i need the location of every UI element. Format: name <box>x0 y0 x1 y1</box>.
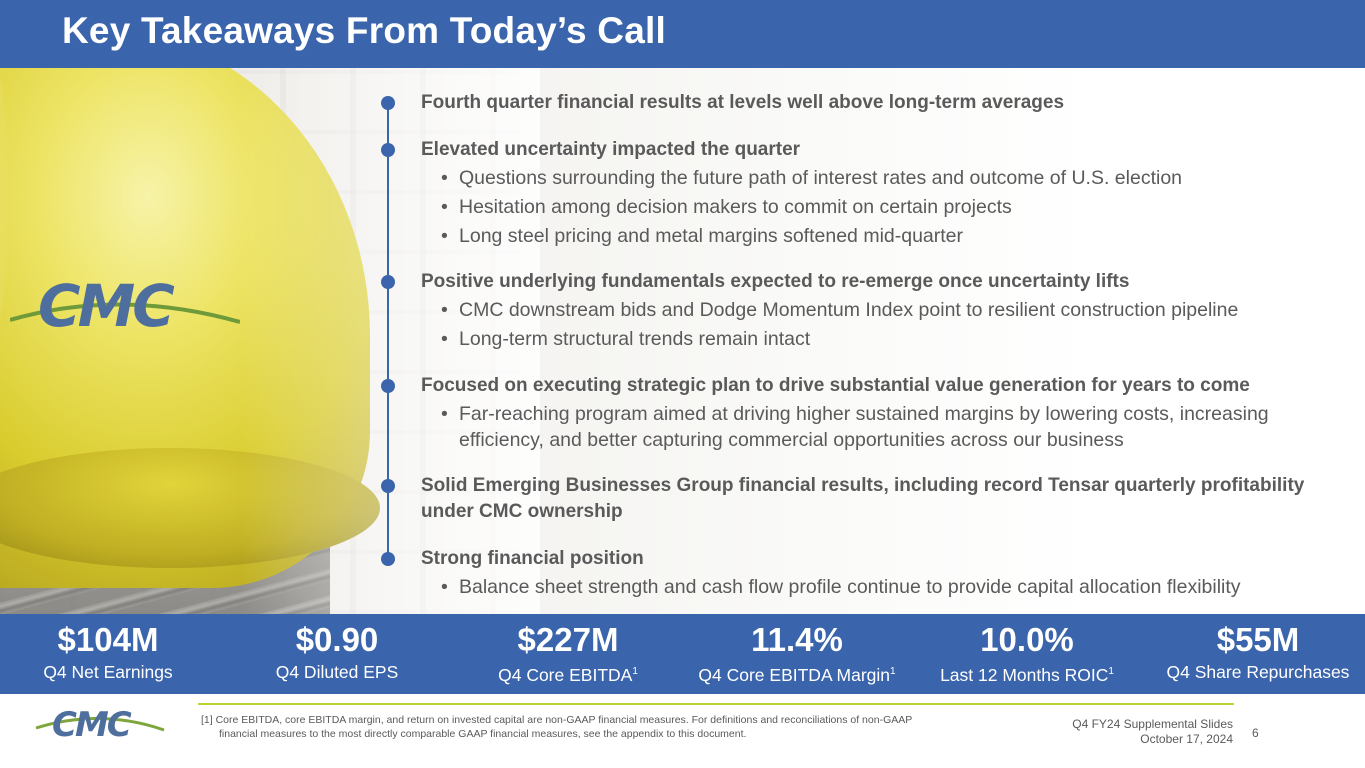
takeaway-heading: Positive underlying fundamentals expecte… <box>421 271 1130 292</box>
svg-text:CMC: CMC <box>52 705 132 742</box>
takeaway-sub-bullet: • Long steel pricing and metal margins so… <box>441 225 964 247</box>
metric-value: $55M <box>1216 621 1300 658</box>
timeline-dot <box>381 552 395 566</box>
takeaway-sub-bullet: • Balance sheet strength and cash flow pr… <box>441 576 1241 598</box>
deck-name: Q4 FY24 Supplemental Slides <box>1072 717 1233 731</box>
cmc-logo: CMC <box>35 705 165 742</box>
metric-label: Q4 Net Earnings <box>43 662 173 682</box>
takeaway-sub-bullet: • CMC downstream bids and Dodge Momentum … <box>441 299 1239 321</box>
metric-diluted-eps: $0.90 Q4 Diluted EPS <box>222 620 452 684</box>
footnote-line: [1] Core EBITDA, core EBITDA margin, and… <box>201 714 913 726</box>
takeaway-sub-bullet: • Questions surrounding the future path o… <box>441 167 1183 189</box>
cmc-logo-on-hat: CMC <box>10 272 240 340</box>
metric-value: $104M <box>57 621 159 658</box>
hero-fade-overlay <box>240 68 540 614</box>
footnote-marker: 1 <box>632 666 638 677</box>
timeline-dot <box>381 379 395 393</box>
metric-core-ebitda-margin: 11.4% Q4 Core EBITDA Margin1 <box>682 620 912 687</box>
timeline-dot <box>381 275 395 289</box>
metric-roic: 10.0% Last 12 Months ROIC1 <box>912 620 1142 687</box>
svg-text:CMC: CMC <box>38 272 174 340</box>
takeaway-heading: Elevated uncertainty impacted the quarte… <box>421 139 801 160</box>
takeaway-heading: Fourth quarter financial results at leve… <box>421 92 1065 113</box>
metric-core-ebitda: $227M Q4 Core EBITDA1 <box>453 620 683 687</box>
timeline-dot <box>381 96 395 110</box>
metric-label: Last 12 Months ROIC1 <box>940 664 1114 685</box>
metric-value: 11.4% <box>751 621 843 658</box>
deck-date: October 17, 2024 <box>1140 732 1233 746</box>
page-number: 6 <box>1252 726 1259 740</box>
slide-title: Key Takeaways From Today’s Call <box>62 10 666 51</box>
metric-label: Q4 Diluted EPS <box>275 662 399 682</box>
timeline-line <box>387 104 389 560</box>
title-bar: Key Takeaways From Today’s Call <box>0 0 1365 68</box>
metric-value: $227M <box>517 621 619 658</box>
metric-label: Q4 Share Repurchases <box>1166 662 1350 682</box>
metric-label: Q4 Core EBITDA1 <box>498 664 638 685</box>
footer-divider <box>198 703 1234 705</box>
footnote-marker: 1 <box>1108 666 1114 677</box>
key-metrics-bar <box>0 614 1365 694</box>
footnote: [1] Core EBITDA, core EBITDA margin, and… <box>201 713 981 741</box>
timeline-dot <box>381 143 395 157</box>
takeaway-heading: Solid Emerging Businesses Group financia… <box>421 475 1305 496</box>
metric-net-earnings: $104M Q4 Net Earnings <box>0 620 223 684</box>
metric-label: Q4 Core EBITDA Margin1 <box>698 664 896 685</box>
timeline-dot <box>381 479 395 493</box>
takeaway-heading-continuation: under CMC ownership <box>421 501 623 522</box>
footnote-marker: 1 <box>890 666 896 677</box>
takeaway-heading: Strong financial position <box>421 548 644 569</box>
metric-share-repurchases: $55M Q4 Share Repurchases <box>1143 620 1365 684</box>
metric-value: $0.90 <box>295 621 379 658</box>
takeaway-heading: Focused on executing strategic plan to d… <box>421 375 1250 396</box>
deck-info: Q4 FY24 Supplemental Slides October 17, … <box>1072 717 1233 747</box>
footnote-line: financial measures to the most directly … <box>219 728 747 740</box>
takeaway-sub-bullet: • Long-term structural trends remain inta… <box>441 328 811 350</box>
hard-hat-highlight <box>0 68 10 408</box>
takeaway-sub-bullet: • Hesitation among decision makers to com… <box>441 196 1012 218</box>
metric-value: 10.0% <box>980 621 1074 658</box>
takeaway-sub-bullet: • Far-reaching program aimed at driving h… <box>441 403 1269 425</box>
takeaway-sub-bullet-continuation: efficiency, and better capturing commerc… <box>459 429 1124 451</box>
hero-image-area: CMC <box>0 68 1365 614</box>
